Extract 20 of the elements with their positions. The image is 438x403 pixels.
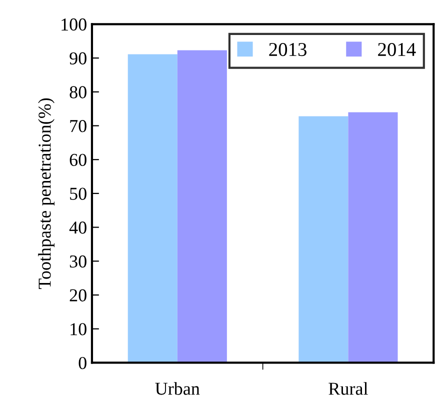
bar bbox=[128, 54, 178, 363]
y-tick-label: 70 bbox=[70, 120, 86, 132]
y-tick-label: 0 bbox=[78, 356, 86, 370]
bar bbox=[348, 112, 398, 363]
y-tick-label: 40 bbox=[69, 222, 86, 234]
x-tick-label: Rural bbox=[328, 382, 368, 395]
bar bbox=[298, 116, 348, 363]
legend-label: 2013 bbox=[269, 42, 306, 56]
y-tick-label: 30 bbox=[70, 255, 86, 268]
x-tick-label: Urban bbox=[155, 382, 200, 395]
y-tick-label: 100 bbox=[62, 18, 86, 31]
y-tick-label: 80 bbox=[70, 86, 86, 98]
bar bbox=[177, 50, 227, 363]
y-tick-label: 60 bbox=[70, 154, 86, 166]
y-tick-label: 10 bbox=[70, 323, 86, 336]
y-axis-title: Toothpaste penetration(%) bbox=[38, 98, 54, 289]
y-tick-label: 90 bbox=[70, 52, 86, 64]
y-tick-label: 50 bbox=[70, 188, 86, 200]
y-tick-label: 20 bbox=[70, 289, 86, 302]
legend-label: 2014 bbox=[378, 42, 416, 56]
